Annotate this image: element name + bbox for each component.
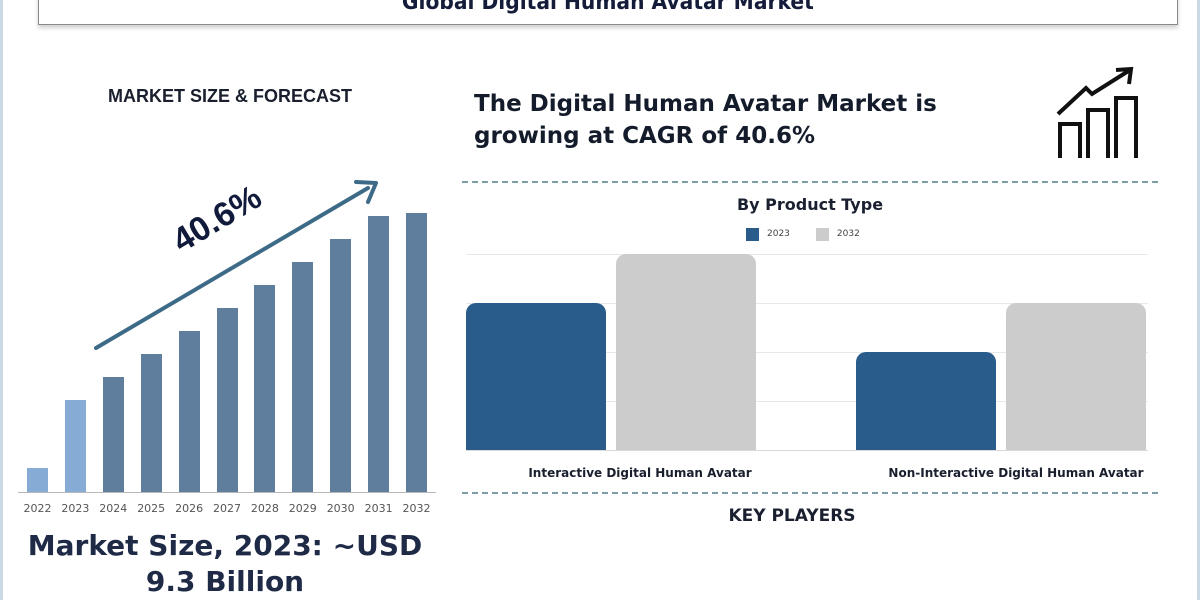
bar-2028 — [254, 285, 276, 492]
x-tick-label-2023: 2023 — [61, 502, 90, 515]
cagr-arrow-icon — [94, 180, 378, 350]
x-tick-label-2027: 2027 — [213, 502, 241, 515]
x-tick-label-2029: 2029 — [288, 502, 317, 515]
page-title: Global Digital Human Avatar Market — [402, 0, 814, 15]
bar-non-interactive-2023 — [856, 352, 996, 450]
key-players-title: KEY PLAYERS — [728, 506, 856, 526]
bar-2025 — [140, 354, 162, 492]
market-size-line-1: Market Size, 2023: ~USD — [27, 529, 423, 562]
bar-non-interactive-2032 — [1006, 303, 1146, 450]
category-label-non-interactive: Non-Interactive Digital Human Avatar — [888, 466, 1144, 480]
legend-swatch-2023 — [746, 227, 759, 241]
dashed-divider-bottom — [462, 492, 1158, 494]
bar-2023 — [64, 400, 86, 492]
market-size-line-2: 9.3 Billion — [145, 565, 305, 598]
headline-line-2: growing at CAGR of 40.6% — [474, 123, 815, 149]
x-axis-baseline — [466, 450, 1148, 451]
frame-border-left — [0, 0, 3, 600]
x-tick-label-2025: 2025 — [137, 502, 166, 515]
market-size-heading: MARKET SIZE & FORECAST — [107, 86, 352, 106]
frame-border-right — [1197, 0, 1200, 600]
cagr-headline: The Digital Human Avatar Market is growi… — [474, 88, 1014, 152]
gridline — [466, 254, 1148, 255]
bar-2024 — [102, 377, 124, 492]
x-tick-label-2024: 2024 — [99, 502, 128, 515]
chart-legend: 2023 2032 — [746, 226, 878, 242]
gridline — [466, 303, 1148, 304]
x-tick-label-2032: 2032 — [402, 502, 431, 515]
x-tick-label-2026: 2026 — [175, 502, 204, 515]
bar-2022 — [27, 468, 48, 492]
x-tick-label-2028: 2028 — [250, 502, 279, 515]
product-type-title: By Product Type — [736, 195, 884, 214]
title-banner: Global Digital Human Avatar Market — [38, 0, 1178, 25]
bar-2027 — [216, 308, 238, 492]
bar-2026 — [178, 331, 200, 492]
legend-swatch-2032 — [815, 227, 829, 241]
gridline — [466, 352, 1148, 353]
x-tick-label-2022: 2022 — [23, 502, 52, 515]
bar-interactive-2032 — [616, 254, 756, 450]
bar-2031 — [368, 216, 390, 492]
headline-line-1: The Digital Human Avatar Market is — [474, 91, 937, 117]
x-tick-label-2031: 2031 — [364, 502, 393, 515]
gridline — [466, 401, 1148, 402]
legend-label-2023: 2023 — [767, 229, 790, 239]
legend-label-2032: 2032 — [836, 229, 860, 239]
bar-2029 — [292, 262, 314, 492]
bar-2030 — [330, 239, 352, 492]
market-size-text: Market Size, 2023: ~USD 9.3 Billion — [8, 528, 442, 600]
x-tick-label-2030: 2030 — [326, 502, 355, 515]
growth-chart-icon — [1056, 66, 1138, 158]
product-type-chart — [466, 254, 1148, 451]
bar-2032 — [406, 213, 427, 492]
x-axis-baseline — [18, 492, 436, 493]
bar-interactive-2023 — [466, 303, 606, 450]
dashed-divider-top — [462, 181, 1158, 183]
market-forecast-chart: 40.6% 2022 2023 2024 2025 2026 2027 2028 2029 20… — [0, 0, 450, 600]
category-label-interactive: Interactive Digital Human Avatar — [528, 466, 752, 480]
